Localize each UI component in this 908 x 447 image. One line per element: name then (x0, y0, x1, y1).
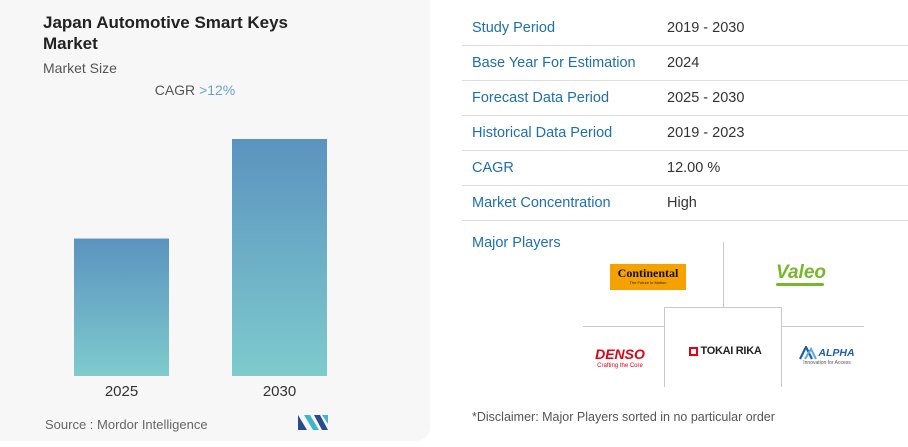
cagr-label: CAGR (154, 82, 196, 98)
alpha-wordmark: ALPHA (796, 346, 858, 360)
bar-2025 (74, 238, 169, 376)
alpha-tagline: Innovation for Access (803, 360, 851, 366)
info-value: 2019 - 2023 (667, 125, 745, 141)
tokai-rika-mark-icon (688, 346, 698, 356)
info-row-forecast-period: Forecast Data Period 2025 - 2030 (462, 81, 908, 116)
info-label: Market Concentration (472, 195, 611, 211)
chart-title: Japan Automotive Smart Keys Market (43, 13, 288, 53)
bar-chart: 2025 2030 (74, 139, 327, 400)
info-value: 2024 (667, 55, 700, 71)
disclaimer-text: *Disclaimer: Major Players sorted in no … (472, 410, 775, 424)
continental-name: Continental (617, 266, 679, 280)
divider-line (782, 326, 864, 327)
info-row-historical-period: Historical Data Period 2019 - 2023 (462, 116, 908, 151)
chart-card: Japan Automotive Smart Keys Market Marke… (0, 0, 430, 441)
source-text: Source : Mordor Intelligence (45, 417, 208, 432)
cagr-value: >12% (199, 82, 236, 98)
cagr-annotation: CAGR >12% (0, 82, 390, 98)
major-players-label: Major Players (472, 235, 561, 251)
info-label: Historical Data Period (472, 125, 613, 141)
valeo-swoosh-icon (776, 283, 824, 286)
info-row-cagr: CAGR 12.00 % (462, 151, 908, 186)
denso-name: DENSO (595, 346, 645, 362)
chart-subtitle: Market Size (43, 60, 117, 76)
mordor-intelligence-logo (298, 415, 328, 430)
info-row-study-period: Study Period 2019 - 2030 (462, 11, 908, 46)
info-label: Base Year For Estimation (472, 55, 636, 71)
info-row-market-concentration: Market Concentration High (462, 186, 908, 221)
bar-2030 (232, 139, 327, 376)
alpha-name: ALPHA (818, 347, 855, 359)
valeo-name: Valeo (776, 262, 826, 283)
alpha-logo: ALPHA Innovation for Access (796, 346, 858, 374)
info-label: Study Period (472, 20, 556, 36)
continental-tagline: The Future in Motion (629, 280, 667, 285)
continental-logo: Continental The Future in Motion (610, 264, 686, 290)
alpha-mark-icon (799, 346, 818, 360)
tokai-rika-logo: TOKAI RIKA (680, 343, 770, 359)
info-value: High (667, 195, 697, 211)
valeo-logo: Valeo (770, 262, 832, 292)
featured-player-box (664, 307, 782, 387)
divider-line (723, 242, 724, 308)
info-value: 12.00 % (667, 160, 721, 176)
info-label: Forecast Data Period (472, 90, 610, 106)
info-row-base-year: Base Year For Estimation 2024 (462, 46, 908, 81)
x-tick-label: 2030 (263, 383, 296, 400)
denso-logo: DENSO Crafting the Core (586, 346, 654, 374)
divider-line (583, 326, 665, 327)
market-info-table: Study Period 2019 - 2030 Base Year For E… (462, 11, 908, 221)
denso-tagline: Crafting the Core (597, 363, 643, 369)
info-value: 2025 - 2030 (667, 90, 745, 106)
tokai-rika-name: TOKAI RIKA (700, 345, 762, 357)
info-value: 2019 - 2030 (667, 20, 745, 36)
x-tick-label: 2025 (105, 383, 138, 400)
info-label: CAGR (472, 160, 514, 176)
